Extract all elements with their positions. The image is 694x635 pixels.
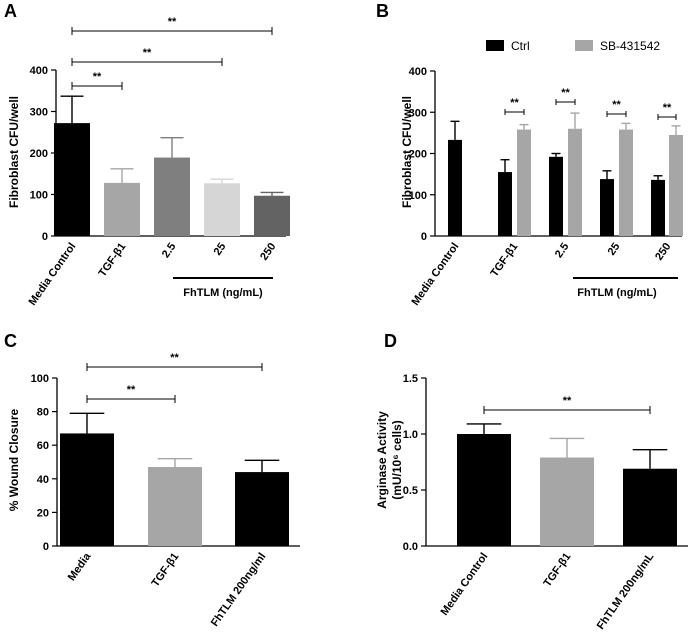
- x-category-label: TGF-β1: [489, 241, 521, 279]
- y-tick-label: 20: [37, 507, 49, 519]
- legend-label-ctrl: Ctrl: [511, 39, 530, 53]
- y-tick-label: 0.5: [403, 485, 418, 497]
- x-category-label: TGF-β1: [97, 241, 129, 279]
- y-tick-label: 40: [37, 474, 49, 486]
- bar: [457, 434, 511, 546]
- y-tick-label: 1.5: [403, 373, 418, 385]
- y-tick-label: 1.0: [403, 429, 418, 441]
- bar-ctrl: [600, 179, 614, 236]
- legend-label-sb431542: SB-431542: [600, 39, 660, 53]
- panel-letter-D: D: [384, 331, 397, 351]
- x-category-label: Media Control: [410, 241, 462, 308]
- significance-label: **: [127, 384, 136, 396]
- significance-label: **: [93, 71, 102, 83]
- y-tick-label: 400: [30, 65, 48, 77]
- bar: [204, 183, 240, 236]
- significance-label: **: [663, 102, 672, 114]
- y-tick-label: 100: [31, 373, 49, 385]
- y-tick-label: 0: [42, 231, 48, 243]
- y-axis-label-D: (mU/10⁶ cells): [390, 420, 404, 500]
- x-category-label: 2.5: [553, 241, 572, 260]
- bar: [623, 468, 677, 546]
- significance-label: **: [143, 47, 152, 59]
- legend-swatch-sb431542: [575, 40, 593, 51]
- bar: [54, 123, 90, 236]
- y-axis-label-A: Fibroblast CFU/well: [7, 96, 21, 208]
- bar: [154, 157, 190, 236]
- y-tick-label: 80: [37, 407, 49, 419]
- significance-label: **: [612, 99, 621, 111]
- x-category-label: 25: [212, 241, 229, 258]
- x-category-label: 25: [606, 241, 623, 258]
- y-tick-label: 400: [409, 66, 427, 78]
- y-tick-label: 200: [30, 148, 48, 160]
- bar-sb431542: [568, 128, 582, 236]
- bar-sb431542: [669, 134, 683, 236]
- x-category-label: TGF-β1: [150, 551, 182, 589]
- bar-ctrl: [651, 179, 665, 236]
- group-label: FhTLM (ng/mL): [183, 287, 263, 299]
- y-tick-label: 0: [43, 541, 49, 553]
- bar: [235, 472, 289, 546]
- x-category-label: Media Control: [27, 241, 79, 308]
- x-category-label: Media Control: [439, 551, 491, 618]
- bar-ctrl: [448, 139, 462, 236]
- bar-ctrl: [498, 172, 512, 236]
- bar: [60, 433, 114, 546]
- y-tick-label: 300: [30, 107, 48, 119]
- x-category-label: 250: [653, 241, 673, 263]
- y-tick-label: 300: [409, 107, 427, 119]
- y-axis-label-B: Fibroblast CFU/well: [400, 96, 414, 208]
- x-category-label: TGF-β1: [542, 551, 574, 589]
- y-tick-label: 200: [409, 149, 427, 161]
- bar-sb431542: [619, 129, 633, 236]
- panel-letter-C: C: [4, 331, 17, 351]
- significance-label: **: [510, 97, 519, 109]
- y-tick-label: 0: [421, 231, 427, 243]
- y-tick-label: 0.0: [403, 541, 418, 553]
- panel-letter-B: B: [376, 1, 389, 21]
- x-category-label: 250: [258, 241, 278, 263]
- panel-letter-A: A: [4, 1, 17, 21]
- group-label: FhTLM (ng/mL): [577, 287, 657, 299]
- x-category-label: Media: [66, 550, 94, 583]
- y-axis-label-C: % Wound Closure: [7, 408, 21, 511]
- x-category-label: FhTLM 200ng/mL: [595, 551, 657, 632]
- significance-label: **: [561, 87, 570, 99]
- bar: [104, 182, 140, 236]
- bar: [540, 457, 594, 546]
- x-category-label: FhTLM 200ng/ml: [209, 551, 269, 629]
- y-tick-label: 100: [30, 190, 48, 202]
- y-tick-label: 60: [37, 440, 49, 452]
- x-category-label: 2.5: [160, 241, 179, 260]
- y-tick-label: 100: [409, 190, 427, 202]
- significance-label: **: [563, 395, 572, 407]
- bar-ctrl: [549, 156, 563, 236]
- legend-swatch-ctrl: [486, 40, 504, 51]
- significance-label: **: [170, 352, 179, 364]
- bar: [254, 195, 290, 236]
- y-axis-label-D: Arginase Activity: [375, 411, 389, 509]
- significance-label: **: [168, 16, 177, 28]
- bar-sb431542: [517, 129, 531, 236]
- bar: [148, 467, 202, 546]
